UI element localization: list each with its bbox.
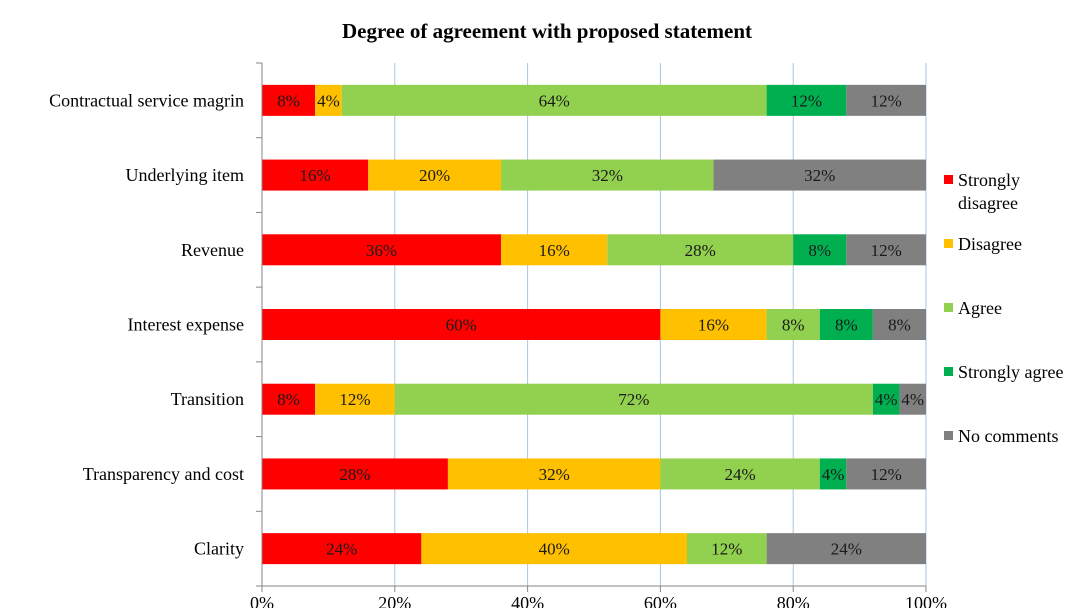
bar-segment: [262, 309, 661, 340]
data-label: 40%: [539, 540, 570, 559]
data-label: 16%: [300, 166, 331, 185]
bar-segment: [846, 234, 926, 266]
category-label: Transparency and cost: [83, 464, 244, 484]
data-label: 32%: [592, 166, 623, 185]
data-label: 64%: [539, 91, 570, 110]
bar-segment: [607, 234, 794, 266]
chart-title: Degree of agreement with proposed statem…: [342, 19, 752, 43]
data-label: 12%: [339, 390, 370, 409]
bar-segment: [686, 533, 767, 565]
bar-segment: [315, 84, 342, 116]
bar-segment: [262, 84, 316, 116]
category-label: Contractual service magrin: [49, 90, 244, 110]
axes: Contractual service magrin Underlying ite…: [49, 62, 947, 608]
data-label: 32%: [804, 166, 835, 185]
bars-group: 8% 4% 64% 12% 12% 16% 20% 32% 32% 36% 16% 28% 8% 12% 6…: [262, 84, 926, 565]
bar-segment: [394, 383, 873, 415]
x-tick-label: 40%: [511, 593, 544, 608]
legend-swatch: [944, 175, 953, 184]
bar-segment: [846, 458, 926, 490]
bar-segment: [660, 309, 767, 340]
data-label: 8%: [277, 91, 300, 110]
data-label: 4%: [875, 390, 898, 409]
legend-label: Agree: [958, 298, 1002, 318]
data-label: 32%: [539, 465, 570, 484]
bar-segment: [899, 383, 926, 415]
bar-segment: [262, 533, 422, 565]
data-label: 12%: [871, 91, 902, 110]
category-label: Transition: [171, 389, 244, 409]
bar-segment: [501, 234, 608, 266]
data-label: 8%: [835, 316, 858, 335]
bar-segment: [368, 159, 502, 191]
bar-segment: [262, 159, 369, 191]
data-label: 12%: [871, 241, 902, 260]
legend: Strongly disagree Disagree Agree Strongly ag…: [944, 170, 1063, 446]
bar-segment: [262, 458, 448, 490]
data-label: 16%: [539, 241, 570, 260]
bar-segment: [262, 383, 316, 415]
bar-segment: [447, 458, 661, 490]
legend-swatch: [944, 239, 953, 248]
bar-segment: [315, 383, 395, 415]
bar-segment: [660, 458, 820, 490]
data-label: 24%: [831, 540, 862, 559]
data-label: 8%: [277, 390, 300, 409]
bar-segment: [341, 84, 767, 116]
bar-segment: [793, 234, 847, 266]
x-tick-label: 100%: [905, 593, 947, 608]
bar-segment: [872, 309, 926, 340]
x-tick-label: 20%: [378, 593, 411, 608]
bar-segment: [421, 533, 687, 565]
data-label: 12%: [791, 91, 822, 110]
legend-label: disagree: [958, 193, 1018, 213]
bar-segment: [819, 458, 847, 490]
legend-swatch: [944, 431, 953, 440]
bar-segment: [766, 309, 820, 340]
category-label: Interest expense: [128, 315, 244, 335]
bar-segment: [846, 84, 926, 116]
data-label: 60%: [446, 316, 477, 335]
data-label: 12%: [711, 540, 742, 559]
legend-label: No comments: [958, 426, 1059, 446]
data-label: 4%: [317, 91, 340, 110]
legend-label: Strongly: [958, 170, 1020, 190]
bar-segment: [766, 84, 847, 116]
bar-segment: [819, 309, 873, 340]
bar-segment: [713, 159, 926, 191]
legend-swatch: [944, 367, 953, 376]
data-label: 12%: [871, 465, 902, 484]
legend-label: Strongly agree: [958, 362, 1063, 382]
data-label: 8%: [888, 316, 911, 335]
bar-segment: [501, 159, 714, 191]
data-label: 20%: [419, 166, 450, 185]
data-label: 8%: [782, 316, 805, 335]
data-label: 4%: [822, 465, 845, 484]
category-label: Clarity: [194, 539, 244, 559]
bar-segment: [872, 383, 900, 415]
category-label: Underlying item: [126, 165, 244, 185]
x-tick-label: 80%: [777, 593, 810, 608]
x-tick-label: 60%: [644, 593, 677, 608]
legend-label: Disagree: [958, 234, 1022, 254]
data-label: 16%: [698, 316, 729, 335]
data-label: 72%: [618, 390, 649, 409]
data-label: 28%: [685, 241, 716, 260]
legend-swatch: [944, 303, 953, 312]
bar-segment: [262, 234, 502, 266]
category-label: Revenue: [181, 240, 244, 260]
x-tick-label: 0%: [250, 593, 274, 608]
data-label: 24%: [326, 540, 357, 559]
data-label: 28%: [339, 465, 370, 484]
data-label: 4%: [901, 390, 924, 409]
data-label: 36%: [366, 241, 397, 260]
bar-segment: [766, 533, 926, 565]
data-label: 24%: [724, 465, 755, 484]
data-label: 8%: [808, 241, 831, 260]
